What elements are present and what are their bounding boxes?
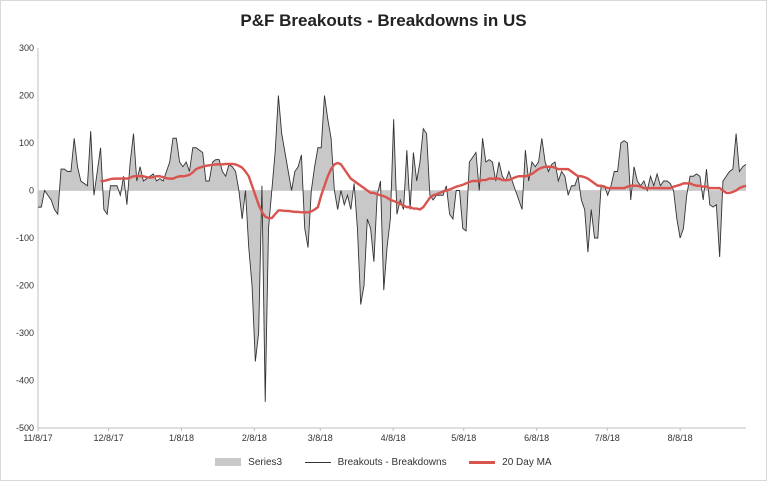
y-tick-label: -100 [16, 233, 34, 243]
axes-layer [37, 48, 746, 431]
legend-item-series3: Series3 [215, 457, 282, 468]
y-tick-label: 0 [29, 186, 34, 196]
x-tick-label: 6/8/18 [524, 433, 549, 443]
y-tick-label: 300 [19, 43, 34, 53]
ma-20-day-line [100, 161, 747, 220]
x-tick-label: 11/8/17 [23, 433, 52, 443]
x-tick-label: 8/8/18 [668, 433, 693, 443]
y-tick-label: -500 [16, 423, 34, 433]
y-tick-label: -300 [16, 328, 34, 338]
x-tick-label: 3/8/18 [308, 433, 333, 443]
x-tick-label: 12/8/17 [94, 433, 124, 443]
series3-area [38, 95, 746, 402]
legend-swatch-area-icon [215, 458, 242, 467]
y-tick-label: 200 [19, 91, 34, 101]
legend: Series3 Breakouts - Breakdowns 20 Day MA [1, 457, 766, 468]
legend-label-series3: Series3 [248, 457, 283, 468]
legend-label-ma: 20 Day MA [502, 457, 552, 468]
legend-swatch-ma-icon [469, 460, 496, 464]
x-tick-label: 7/8/18 [595, 433, 620, 443]
x-tick-label: 1/8/18 [169, 433, 194, 443]
chart-title: P&F Breakouts - Breakdowns in US [240, 11, 527, 30]
x-tick-label: 4/8/18 [381, 433, 406, 443]
legend-label-breakouts: Breakouts - Breakdowns [337, 457, 447, 468]
series-layer [38, 95, 747, 402]
y-tick-label: -400 [16, 376, 34, 386]
y-tick-label: 100 [19, 138, 34, 148]
breakouts-breakdowns-line [38, 95, 747, 402]
x-tick-label: 2/8/18 [242, 433, 267, 443]
x-tick-label: 5/8/18 [451, 433, 476, 443]
y-tick-label: -200 [16, 281, 34, 291]
legend-swatch-line-icon [304, 461, 331, 463]
legend-item-ma: 20 Day MA [469, 457, 552, 468]
legend-item-breakouts: Breakouts - Breakdowns [304, 457, 447, 468]
